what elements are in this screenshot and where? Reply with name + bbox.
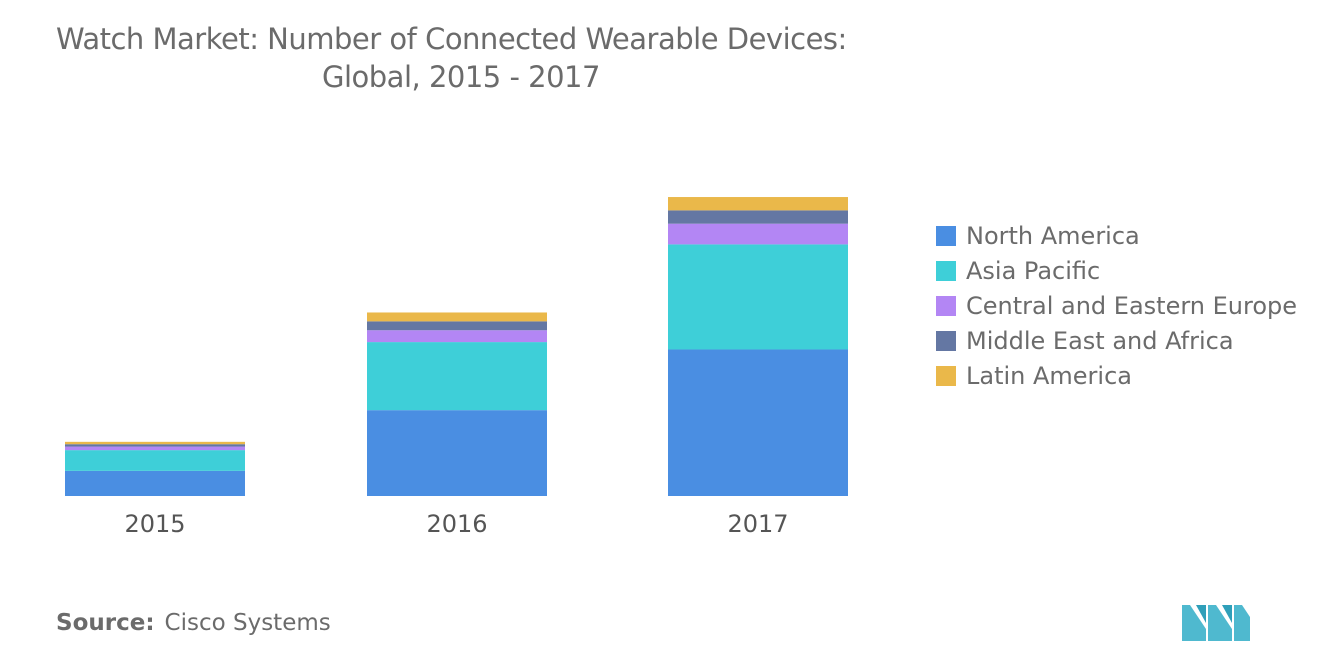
mordor-intelligence-logo-icon	[1182, 605, 1250, 641]
legend-item-latin-america: Latin America	[936, 358, 1297, 393]
legend-swatch	[936, 365, 956, 386]
legend-swatch	[936, 295, 956, 316]
chart-title: Watch Market: Number of Connected Wearab…	[56, 20, 896, 96]
bar-segment-2016-central-and-eastern-europe	[367, 330, 547, 343]
legend-label: Central and Eastern Europe	[966, 291, 1298, 320]
bar-segment-2017-middle-east-and-africa	[668, 210, 848, 224]
x-tick-label-2016: 2016	[426, 510, 487, 538]
x-tick-labels: 2015 2016 2017	[124, 510, 788, 538]
bar-segment-2017-central-and-eastern-europe	[668, 223, 848, 245]
bar-segment-2015-north-america	[65, 470, 245, 496]
bar-segment-2015-latin-america	[65, 441, 245, 445]
legend-swatch	[936, 260, 956, 281]
legend-label: Middle East and Africa	[966, 326, 1234, 355]
bars-group	[65, 197, 848, 496]
source-note: Source: Cisco Systems	[56, 610, 331, 636]
bar-segment-2017-latin-america	[668, 197, 848, 211]
x-tick-label-2017: 2017	[727, 510, 788, 538]
legend-item-middle-east-and-africa: Middle East and Africa	[936, 323, 1297, 358]
legend-label: Asia Pacific	[966, 256, 1101, 285]
chart-title-line2: Global, 2015 - 2017	[322, 60, 600, 94]
legend-item-north-america: North America	[936, 218, 1297, 253]
legend-label: North America	[966, 221, 1140, 250]
source-label: Source:	[56, 610, 155, 636]
bar-segment-2015-middle-east-and-africa	[65, 444, 245, 447]
legend-label: Latin America	[966, 361, 1132, 390]
x-tick-label-2015: 2015	[124, 510, 185, 538]
legend-item-central-and-eastern-europe: Central and Eastern Europe	[936, 288, 1297, 323]
bar-segment-2017-north-america	[668, 349, 848, 496]
bar-segment-2016-north-america	[367, 410, 547, 496]
bar-segment-2015-asia-pacific	[65, 450, 245, 471]
chart-legend: North America Asia Pacific Central and Eas…	[936, 218, 1297, 393]
legend-swatch	[936, 330, 956, 351]
source-value: Cisco Systems	[164, 610, 331, 636]
bar-segment-2015-central-and-eastern-europe	[65, 446, 245, 451]
chart-title-line1: Watch Market: Number of Connected Wearab…	[56, 22, 847, 56]
bar-segment-2016-latin-america	[367, 312, 547, 322]
legend-item-asia-pacific: Asia Pacific	[936, 253, 1297, 288]
bar-segment-2016-middle-east-and-africa	[367, 321, 547, 331]
bar-segment-2017-asia-pacific	[668, 244, 848, 350]
legend-swatch	[936, 225, 956, 246]
bar-segment-2016-asia-pacific	[367, 342, 547, 411]
